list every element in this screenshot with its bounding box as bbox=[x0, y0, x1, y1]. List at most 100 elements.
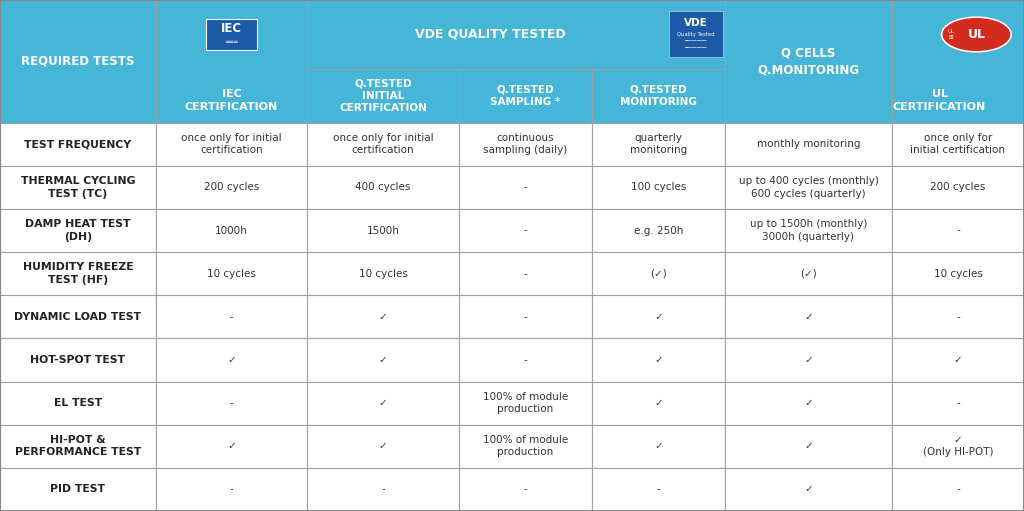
FancyBboxPatch shape bbox=[156, 166, 307, 209]
FancyBboxPatch shape bbox=[0, 338, 156, 382]
Text: ✓: ✓ bbox=[804, 484, 813, 495]
Text: 400 cycles: 400 cycles bbox=[355, 182, 411, 192]
FancyBboxPatch shape bbox=[156, 209, 307, 252]
FancyBboxPatch shape bbox=[892, 382, 1024, 425]
FancyBboxPatch shape bbox=[892, 0, 1024, 123]
Text: -: - bbox=[523, 312, 527, 322]
Text: once only for
initial certification: once only for initial certification bbox=[910, 133, 1006, 155]
Text: 100% of module
production: 100% of module production bbox=[482, 392, 568, 414]
FancyBboxPatch shape bbox=[459, 425, 592, 468]
Text: -: - bbox=[956, 312, 959, 322]
Text: ✓: ✓ bbox=[379, 312, 387, 322]
Text: ✓: ✓ bbox=[953, 355, 963, 365]
Text: quarterly
monitoring: quarterly monitoring bbox=[630, 133, 687, 155]
Text: ✓: ✓ bbox=[227, 442, 236, 451]
Text: 1500h: 1500h bbox=[367, 225, 399, 236]
FancyBboxPatch shape bbox=[307, 0, 725, 69]
Text: -: - bbox=[523, 269, 527, 278]
FancyBboxPatch shape bbox=[669, 12, 723, 57]
Text: 10 cycles: 10 cycles bbox=[358, 269, 408, 278]
FancyBboxPatch shape bbox=[206, 19, 257, 50]
FancyBboxPatch shape bbox=[459, 123, 592, 166]
Text: -: - bbox=[523, 484, 527, 495]
FancyBboxPatch shape bbox=[725, 382, 892, 425]
Text: e.g. 250h: e.g. 250h bbox=[634, 225, 683, 236]
FancyBboxPatch shape bbox=[892, 123, 1024, 166]
FancyBboxPatch shape bbox=[0, 209, 156, 252]
Text: -: - bbox=[523, 225, 527, 236]
FancyBboxPatch shape bbox=[307, 252, 459, 295]
FancyBboxPatch shape bbox=[592, 166, 725, 209]
FancyBboxPatch shape bbox=[725, 0, 892, 123]
FancyBboxPatch shape bbox=[725, 209, 892, 252]
FancyBboxPatch shape bbox=[592, 425, 725, 468]
Text: monthly monitoring: monthly monitoring bbox=[757, 139, 860, 149]
FancyBboxPatch shape bbox=[0, 166, 156, 209]
FancyBboxPatch shape bbox=[459, 209, 592, 252]
Text: -: - bbox=[229, 398, 233, 408]
Text: -: - bbox=[523, 182, 527, 192]
Text: -: - bbox=[381, 484, 385, 495]
FancyBboxPatch shape bbox=[459, 252, 592, 295]
Text: -: - bbox=[523, 355, 527, 365]
Text: ─────────: ───────── bbox=[685, 39, 707, 43]
FancyBboxPatch shape bbox=[592, 69, 725, 123]
FancyBboxPatch shape bbox=[307, 295, 459, 338]
FancyBboxPatch shape bbox=[592, 252, 725, 295]
Text: DAMP HEAT TEST
(DH): DAMP HEAT TEST (DH) bbox=[25, 219, 131, 242]
FancyBboxPatch shape bbox=[307, 166, 459, 209]
Text: 1000h: 1000h bbox=[215, 225, 248, 236]
FancyBboxPatch shape bbox=[156, 382, 307, 425]
FancyBboxPatch shape bbox=[156, 468, 307, 511]
FancyBboxPatch shape bbox=[0, 295, 156, 338]
Text: THERMAL CYCLING
TEST (TC): THERMAL CYCLING TEST (TC) bbox=[20, 176, 135, 199]
Text: VDE QUALITY TESTED: VDE QUALITY TESTED bbox=[415, 28, 566, 41]
Text: -: - bbox=[656, 484, 660, 495]
Text: VDE: VDE bbox=[684, 18, 708, 29]
Text: ✓: ✓ bbox=[654, 442, 663, 451]
FancyBboxPatch shape bbox=[307, 69, 459, 123]
Text: Q.TESTED
INITIAL
CERTIFICATION: Q.TESTED INITIAL CERTIFICATION bbox=[339, 79, 427, 113]
FancyBboxPatch shape bbox=[892, 295, 1024, 338]
Text: ✓: ✓ bbox=[379, 398, 387, 408]
FancyBboxPatch shape bbox=[0, 0, 156, 123]
Text: 10 cycles: 10 cycles bbox=[207, 269, 256, 278]
Text: ✓: ✓ bbox=[804, 312, 813, 322]
FancyBboxPatch shape bbox=[592, 382, 725, 425]
FancyBboxPatch shape bbox=[459, 468, 592, 511]
Text: 200 cycles: 200 cycles bbox=[204, 182, 259, 192]
Text: Q.TESTED
MONITORING: Q.TESTED MONITORING bbox=[620, 85, 697, 107]
Text: REQUIRED TESTS: REQUIRED TESTS bbox=[22, 55, 134, 68]
FancyBboxPatch shape bbox=[459, 338, 592, 382]
Text: ✓: ✓ bbox=[654, 398, 663, 408]
Text: up to 1500h (monthly)
3000h (quarterly): up to 1500h (monthly) 3000h (quarterly) bbox=[750, 219, 867, 242]
Text: UL
CERTIFICATION: UL CERTIFICATION bbox=[893, 89, 986, 111]
Text: (✓): (✓) bbox=[650, 269, 667, 278]
FancyBboxPatch shape bbox=[307, 338, 459, 382]
Text: 10 cycles: 10 cycles bbox=[934, 269, 982, 278]
Text: PID TEST: PID TEST bbox=[50, 484, 105, 495]
FancyBboxPatch shape bbox=[725, 468, 892, 511]
FancyBboxPatch shape bbox=[892, 425, 1024, 468]
FancyBboxPatch shape bbox=[892, 252, 1024, 295]
Text: once only for initial
certification: once only for initial certification bbox=[181, 133, 282, 155]
FancyBboxPatch shape bbox=[892, 209, 1024, 252]
FancyBboxPatch shape bbox=[156, 295, 307, 338]
Circle shape bbox=[942, 17, 1012, 52]
Text: ✓: ✓ bbox=[804, 442, 813, 451]
Text: -: - bbox=[956, 398, 959, 408]
FancyBboxPatch shape bbox=[307, 382, 459, 425]
Text: ✓: ✓ bbox=[654, 355, 663, 365]
Text: DYNAMIC LOAD TEST: DYNAMIC LOAD TEST bbox=[14, 312, 141, 322]
Text: -: - bbox=[956, 225, 959, 236]
FancyBboxPatch shape bbox=[0, 468, 156, 511]
Text: UL
⊞: UL ⊞ bbox=[947, 29, 954, 40]
FancyBboxPatch shape bbox=[459, 382, 592, 425]
FancyBboxPatch shape bbox=[592, 295, 725, 338]
Text: 200 cycles: 200 cycles bbox=[930, 182, 986, 192]
Text: -: - bbox=[229, 312, 233, 322]
FancyBboxPatch shape bbox=[0, 252, 156, 295]
Text: Quality Tested: Quality Tested bbox=[677, 32, 715, 37]
Text: ✓
(Only HI-POT): ✓ (Only HI-POT) bbox=[923, 435, 993, 457]
FancyBboxPatch shape bbox=[156, 0, 307, 123]
